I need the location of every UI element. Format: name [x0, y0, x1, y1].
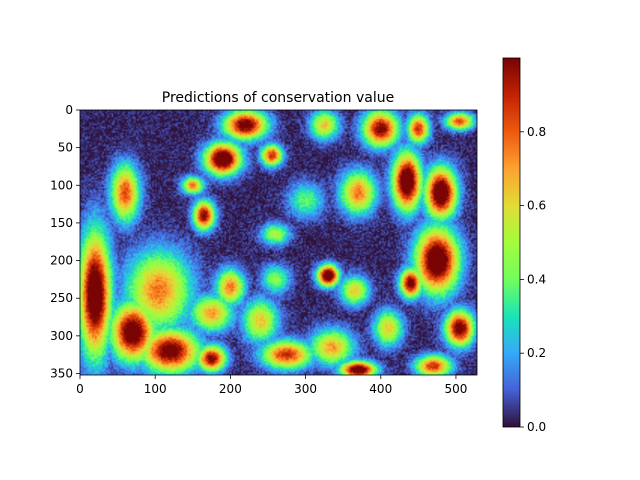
x-tick-label: 300: [294, 382, 317, 396]
y-tick-label: 350: [50, 366, 73, 380]
x-tick-label: 500: [444, 382, 467, 396]
colorbar-tick-label: 0.8: [527, 125, 546, 139]
colorbar-gradient: [503, 58, 520, 427]
colorbar-tick-label: 0.4: [527, 272, 546, 286]
colorbar-tick-label: 0.2: [527, 346, 546, 360]
plot-frame: [79, 109, 478, 376]
y-tick-label: 100: [50, 178, 73, 192]
y-tick-label: 250: [50, 291, 73, 305]
y-tick-label: 300: [50, 329, 73, 343]
colorbar-tick-label: 0.6: [527, 199, 546, 213]
colorbar-tick-label: 0.0: [527, 420, 546, 434]
y-tick-label: 150: [50, 216, 73, 230]
heatmap-image: [80, 110, 477, 375]
y-tick-label: 50: [58, 141, 73, 155]
chart-title: Predictions of conservation value: [162, 90, 394, 106]
y-tick-label: 200: [50, 254, 73, 268]
x-axis: 0 100 200 300 400 500: [76, 375, 467, 396]
x-tick-label: 200: [219, 382, 242, 396]
y-axis: 0 50 100 150 200 250 300 350: [50, 103, 80, 380]
colorbar-axis: 0.0 0.2 0.4 0.6 0.8: [520, 125, 546, 434]
x-tick-label: 0: [76, 382, 84, 396]
y-tick-label: 0: [65, 103, 73, 117]
colorbar-frame: [502, 57, 521, 428]
x-tick-label: 100: [144, 382, 167, 396]
x-tick-label: 400: [369, 382, 392, 396]
